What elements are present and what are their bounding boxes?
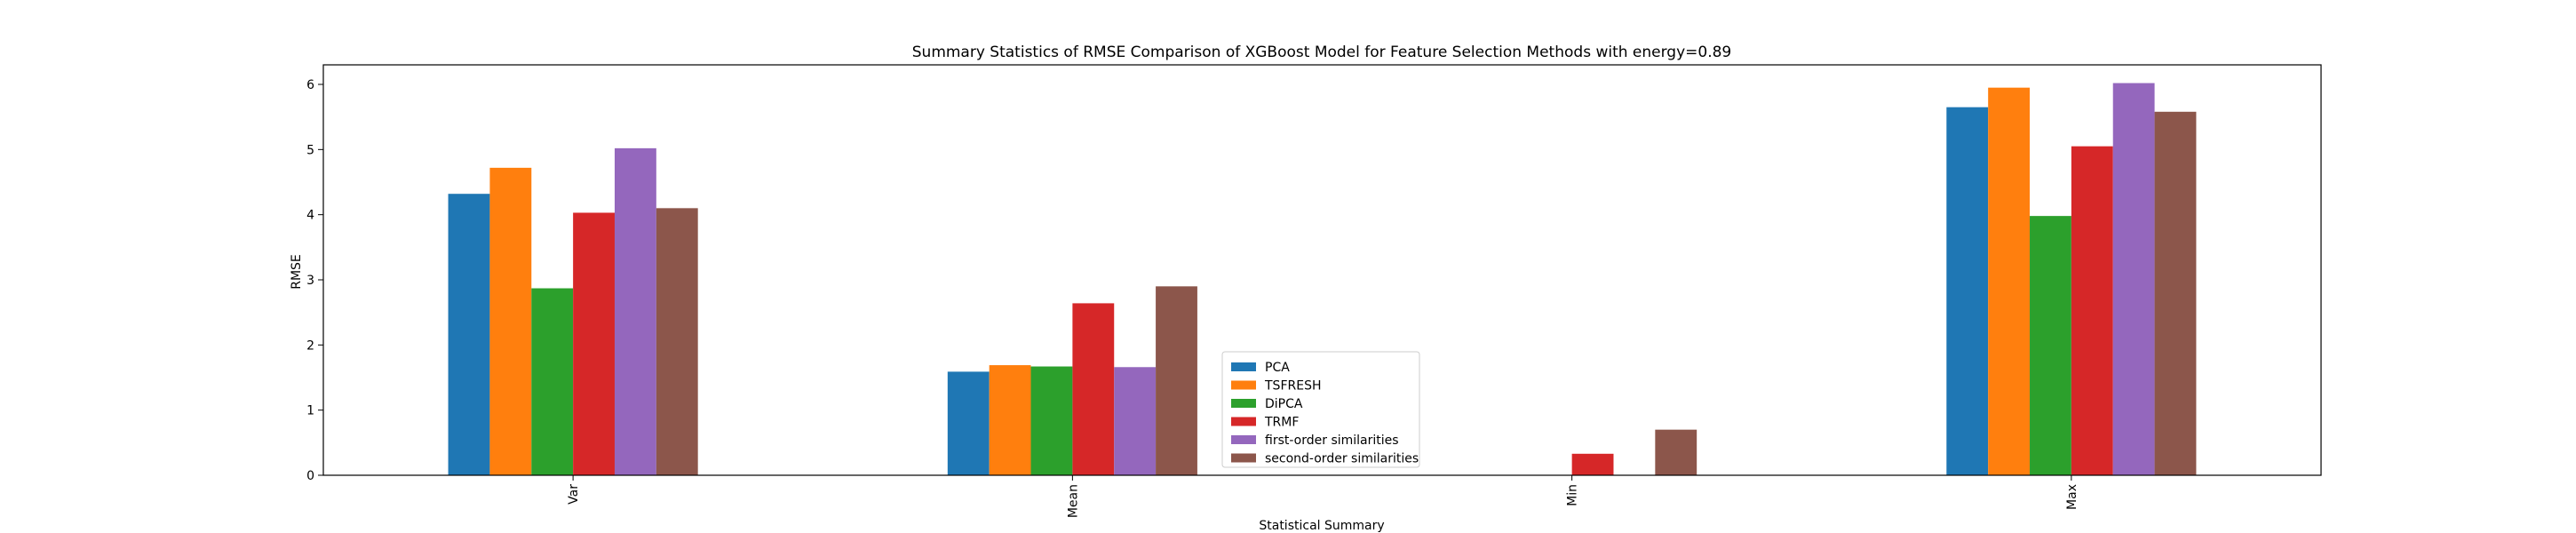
bar-second-order-similarities-max — [2154, 111, 2197, 476]
bar-first-order-similarities-max — [2112, 83, 2155, 475]
bar-tsfresh-var — [489, 167, 532, 475]
chart-title: Summary Statistics of RMSE Comparison of… — [912, 44, 1732, 61]
bar-trmf-var — [573, 212, 615, 475]
bar-first-order-similarities-var — [614, 147, 656, 475]
bar-tsfresh-max — [1988, 87, 2031, 476]
legend-swatch — [1231, 417, 1256, 426]
legend: PCA TSFRESH DiPCA TRMF first-order similarit… — [1221, 351, 1420, 468]
legend-swatch — [1231, 399, 1256, 408]
y-axis-ticks: 0 1 2 3 4 5 6 — [306, 78, 323, 483]
x-axis-label: Statistical Summary — [1259, 519, 1384, 533]
legend-label: first-order similarities — [1265, 434, 1399, 448]
y-tick-label: 6 — [306, 78, 314, 92]
legend-swatch — [1231, 362, 1256, 371]
bar-pca-max — [1946, 107, 1989, 476]
legend-label: DiPCA — [1265, 397, 1303, 411]
legend-label: second-order similarities — [1265, 452, 1419, 466]
y-tick-label: 3 — [306, 274, 314, 288]
y-tick-label: 2 — [306, 338, 314, 353]
plot-frame — [322, 64, 2322, 476]
bar-second-order-similarities-mean — [1156, 286, 1197, 475]
bar-second-order-similarities-min — [1655, 429, 1697, 475]
bar-second-order-similarities-var — [656, 208, 698, 475]
y-axis-label: RMSE — [290, 254, 304, 290]
bar-tsfresh-mean — [989, 365, 1031, 475]
y-tick-label: 0 — [306, 469, 314, 483]
x-axis-ticks: Var Mean Min Max — [567, 475, 2079, 518]
bar-pca-var — [448, 194, 490, 475]
legend-label: TRMF — [1264, 416, 1299, 430]
legend-swatch — [1231, 453, 1256, 463]
legend-swatch — [1231, 435, 1256, 444]
bars-group — [448, 83, 2197, 476]
legend-swatch — [1231, 380, 1256, 390]
legend-label: TSFRESH — [1264, 379, 1321, 394]
legend-label: PCA — [1265, 361, 1290, 375]
legend-box — [1221, 351, 1420, 468]
bar-pca-mean — [947, 371, 990, 475]
x-tick-label-var: Var — [567, 484, 581, 505]
bar-first-order-similarities-mean — [1114, 367, 1157, 475]
bar-trmf-max — [2071, 146, 2113, 476]
y-tick-label: 5 — [306, 143, 314, 157]
x-tick-label-mean: Mean — [1066, 484, 1080, 518]
bar-trmf-mean — [1072, 303, 1115, 475]
x-tick-label-max: Max — [2065, 484, 2079, 510]
y-tick-label: 1 — [306, 404, 314, 418]
x-tick-label-min: Min — [1566, 484, 1580, 506]
bar-dipca-mean — [1030, 366, 1073, 475]
bar-dipca-max — [2030, 216, 2071, 475]
y-tick-label: 4 — [306, 209, 314, 223]
bar-trmf-min — [1571, 453, 1614, 475]
bar-dipca-var — [531, 288, 574, 475]
